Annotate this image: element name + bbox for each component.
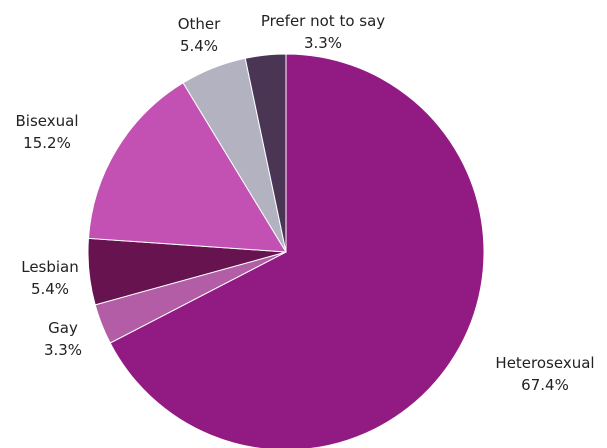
- pie-labels: Heterosexual 67.4% Gay 3.3% Lesbian 5.4% Bisex…: [16, 12, 595, 394]
- pie-slice-bisexual: [87, 82, 287, 253]
- slice-value-other: 5.4%: [180, 37, 218, 55]
- slice-label-bisexual: Bisexual: [16, 112, 79, 130]
- slice-label-other: Other: [178, 15, 221, 33]
- slice-value-bisexual: 15.2%: [23, 134, 71, 152]
- slice-value-prefer-not-to-say: 3.3%: [304, 34, 342, 52]
- slice-value-gay: 3.3%: [44, 341, 82, 359]
- pie-slice-heterosexual: [109, 53, 485, 448]
- slice-value-heterosexual: 67.4%: [521, 376, 569, 394]
- pie-slices: [87, 53, 485, 448]
- slice-label-prefer-not-to-say: Prefer not to say: [261, 12, 385, 30]
- slice-label-lesbian: Lesbian: [21, 258, 79, 276]
- slice-label-heterosexual: Heterosexual: [495, 354, 594, 372]
- slice-label-gay: Gay: [48, 319, 78, 337]
- pie-slice-prefer-not-to-say: [244, 53, 287, 253]
- slice-value-lesbian: 5.4%: [31, 280, 69, 298]
